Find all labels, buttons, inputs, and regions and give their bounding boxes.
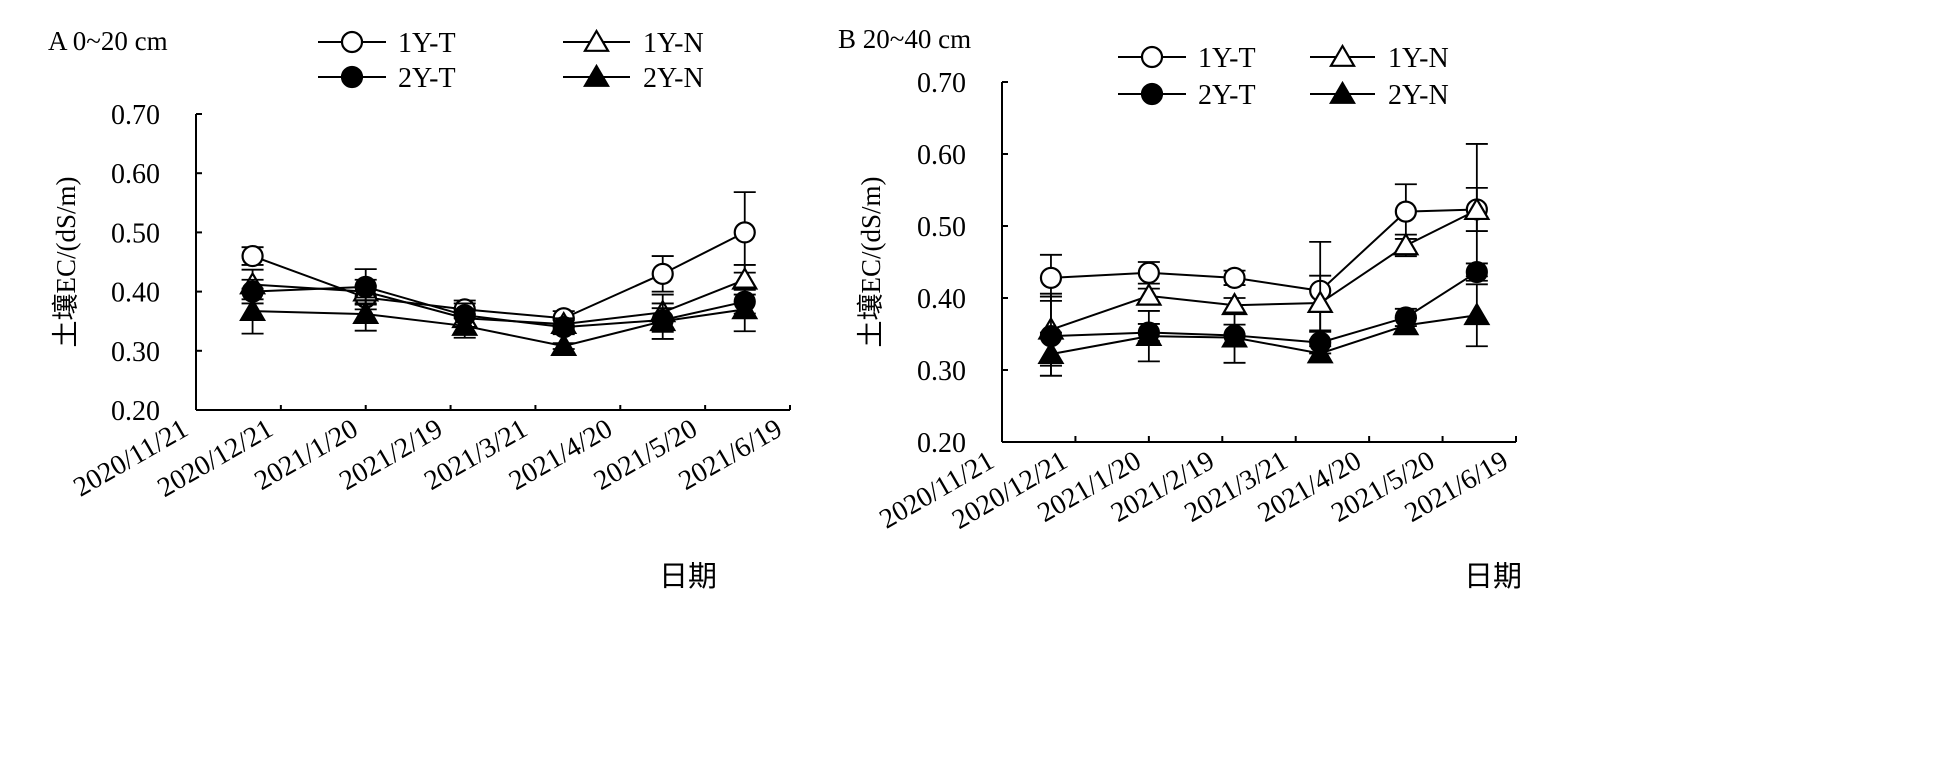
panel-b-legend: 1Y-T 1Y-N 2Y-T 2Y-N (1118, 43, 1449, 111)
panel-b-series-1y-n (1037, 143, 1491, 367)
panel-a-line-2y-t (252, 285, 745, 329)
panel-b-point-2y-n (1392, 312, 1420, 336)
panel-b-legend-label-2y-t: 2Y-T (1198, 80, 1256, 111)
panel-b-point-1y-t (1223, 266, 1246, 289)
panel-a-chart: A 0~20 cm0.200.300.400.500.600.702020/11… (48, 26, 791, 593)
panel-b-point-1y-t (1137, 261, 1160, 284)
panel-a-point-2y-n (451, 312, 479, 336)
panel-a-legend-marker-2y-t (340, 65, 364, 89)
panel-b-y-tick-label: 0.70 (917, 68, 966, 99)
panel-b-point-2y-t (1465, 260, 1488, 284)
panel-b-y-tick-label: 0.60 (917, 140, 966, 171)
panel-b-y-axis-title: 土壤EC/(dS/m) (856, 176, 886, 347)
panel-b-legend-label-1y-t: 1Y-T (1198, 43, 1256, 74)
panel-a-y-tick-label: 0.50 (111, 218, 160, 249)
panel-b-y-tick-label: 0.50 (917, 212, 966, 243)
panel-b-point-1y-n (1463, 196, 1491, 221)
panel-a-point-1y-n (731, 266, 759, 290)
panel-a-x-axis-title: 日期 (659, 561, 717, 593)
panel-b-point-2y-n (1135, 322, 1163, 347)
panel-a-legend-marker-1y-t (340, 30, 364, 54)
panel-a-y-tick-label: 0.30 (111, 337, 160, 368)
panel-b-legend-marker-2y-t (1140, 82, 1164, 106)
panel-a-label: A 0~20 cm (48, 26, 168, 56)
panel-a-series-1y-t (241, 191, 756, 330)
panel-b-point-1y-t (1039, 266, 1063, 289)
panel-b-point-2y-n (1463, 302, 1491, 326)
panel-a-point-1y-t (241, 244, 264, 268)
panel-a-y-tick-label: 0.70 (111, 100, 160, 131)
panel-b-series-2y-n (1037, 283, 1491, 377)
panel-b-line-2y-n (1050, 314, 1477, 356)
panel-a-legend-marker-1y-n (583, 28, 610, 52)
panel-b-legend-marker-2y-n (1329, 80, 1356, 104)
panel-a-y-tick-label: 0.60 (111, 159, 160, 190)
panel-b-point-1y-n (1306, 289, 1334, 313)
panel-a-point-2y-n (731, 296, 759, 320)
panel-a-point-2y-n (649, 308, 677, 332)
panel-a-legend-marker-2y-n (583, 63, 610, 87)
panel-b-line-1y-t (1050, 208, 1477, 292)
panel-a-series-2y-n (239, 286, 759, 356)
panel-a-legend-label-2y-t: 2Y-T (398, 63, 456, 94)
panel-a-y-tick-label: 0.40 (111, 278, 160, 309)
panel-b-y-tick-label: 0.40 (917, 284, 966, 315)
panel-a-y-tick-label: 0.20 (111, 396, 160, 427)
panel-b-point-2y-n (1306, 340, 1334, 364)
panel-b-legend-marker-1y-n (1329, 43, 1356, 67)
panel-b-point-1y-n (1392, 232, 1420, 256)
panel-b-chart: B 20~40 cm0.200.300.400.500.600.702020/1… (838, 24, 1522, 593)
panel-b-label: B 20~40 cm (838, 24, 971, 54)
panel-b-x-axis-title: 日期 (1464, 561, 1522, 593)
panel-b-legend-label-2y-n: 2Y-N (1388, 80, 1449, 111)
panel-b-y-tick-label: 0.30 (917, 356, 966, 387)
panel-a-legend-label-2y-n: 2Y-N (643, 63, 704, 94)
panel-b-legend-label-1y-n: 1Y-N (1388, 43, 1449, 74)
panel-a-y-axis-title: 土壤EC/(dS/m) (51, 176, 81, 347)
panel-a-point-1y-t (733, 221, 756, 244)
panel-b-point-1y-n (1135, 282, 1163, 306)
panel-a-point-2y-t (354, 275, 377, 298)
panel-a-line-2y-n (252, 308, 745, 348)
panel-a-point-2y-n (352, 300, 380, 324)
panel-b-series-2y-t (1039, 260, 1488, 377)
panel-a-point-2y-n (550, 332, 578, 356)
panel-b-point-2y-n (1037, 340, 1065, 365)
panel-a-legend-label-1y-t: 1Y-T (398, 28, 456, 59)
panel-b-series-1y-t (1039, 183, 1488, 341)
panel-a-legend-label-1y-n: 1Y-N (643, 28, 704, 59)
panel-b-line-2y-t (1050, 271, 1478, 344)
panel-a-point-2y-n (239, 297, 267, 322)
panel-b-point-1y-t (1394, 200, 1417, 223)
panel-a-series-1y-n (239, 264, 759, 335)
panel-b-point-2y-n (1221, 324, 1248, 348)
panel-b-legend-marker-1y-t (1140, 45, 1164, 69)
panel-a-legend: 1Y-T 1Y-N 2Y-T 2Y-N (318, 28, 704, 94)
panel-b-y-tick-label: 0.20 (917, 428, 966, 459)
panel-b-line-1y-n (1050, 209, 1478, 331)
panel-a-point-1y-t (651, 262, 674, 285)
